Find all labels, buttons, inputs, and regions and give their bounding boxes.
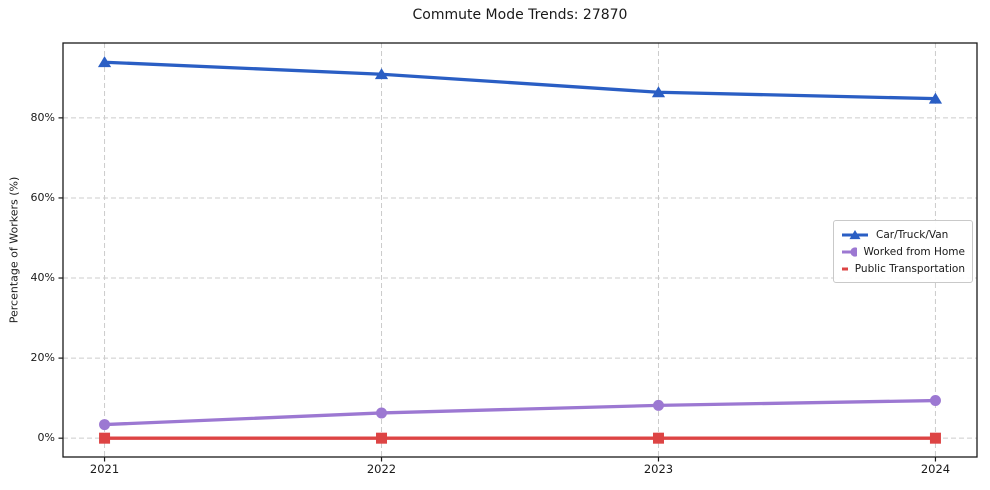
series-line-worked-from-home bbox=[102, 398, 938, 427]
legend-triangle-swatch-icon bbox=[842, 229, 868, 239]
plot-border bbox=[62, 42, 978, 458]
data-point-car-truck-van bbox=[651, 86, 666, 98]
data-point-public-transportation bbox=[652, 432, 664, 444]
x-tick-label: 2024 bbox=[920, 462, 951, 476]
legend-marker-car-truck-van bbox=[849, 229, 861, 239]
legend-item-public-transportation: Public Transportation bbox=[841, 260, 965, 277]
data-point-worked-from-home bbox=[99, 419, 111, 431]
legend-circle-swatch-icon bbox=[842, 246, 857, 257]
legend-label: Public Transportation bbox=[854, 262, 965, 275]
data-point-car-truck-van bbox=[928, 92, 943, 104]
data-point-public-transportation bbox=[99, 432, 111, 444]
data-point-public-transportation bbox=[929, 432, 941, 444]
x-tick-label: 2023 bbox=[643, 462, 674, 476]
y-tick-label: 20% bbox=[30, 351, 55, 365]
legend-square-swatch-icon bbox=[842, 267, 848, 270]
data-point-worked-from-home bbox=[929, 395, 941, 407]
legend-label: Worked from Home bbox=[863, 245, 965, 258]
data-point-worked-from-home bbox=[376, 407, 388, 419]
legend-item-worked-from-home: Worked from Home bbox=[841, 243, 965, 260]
y-tick-label: 0% bbox=[37, 431, 55, 445]
legend-item-car-truck-van: Car/Truck/Van bbox=[841, 226, 965, 243]
series-line-car-truck-van bbox=[102, 60, 938, 101]
legend: Car/Truck/Van Worked from Home Public Tran… bbox=[833, 220, 973, 283]
x-tick-label: 2022 bbox=[366, 462, 397, 476]
x-tick-label: 2021 bbox=[89, 462, 120, 476]
legend-marker-worked-from-home bbox=[850, 246, 857, 257]
legend-label: Car/Truck/Van bbox=[876, 228, 949, 241]
data-point-car-truck-van bbox=[97, 56, 112, 68]
y-tick-label: 60% bbox=[30, 190, 55, 204]
data-point-worked-from-home bbox=[652, 399, 664, 411]
y-tick-label: 40% bbox=[30, 271, 55, 285]
y-tick-label: 80% bbox=[30, 110, 55, 124]
chart-title: Commute Mode Trends: 27870 bbox=[412, 7, 628, 23]
data-point-car-truck-van bbox=[374, 68, 389, 80]
data-point-public-transportation bbox=[376, 432, 388, 444]
